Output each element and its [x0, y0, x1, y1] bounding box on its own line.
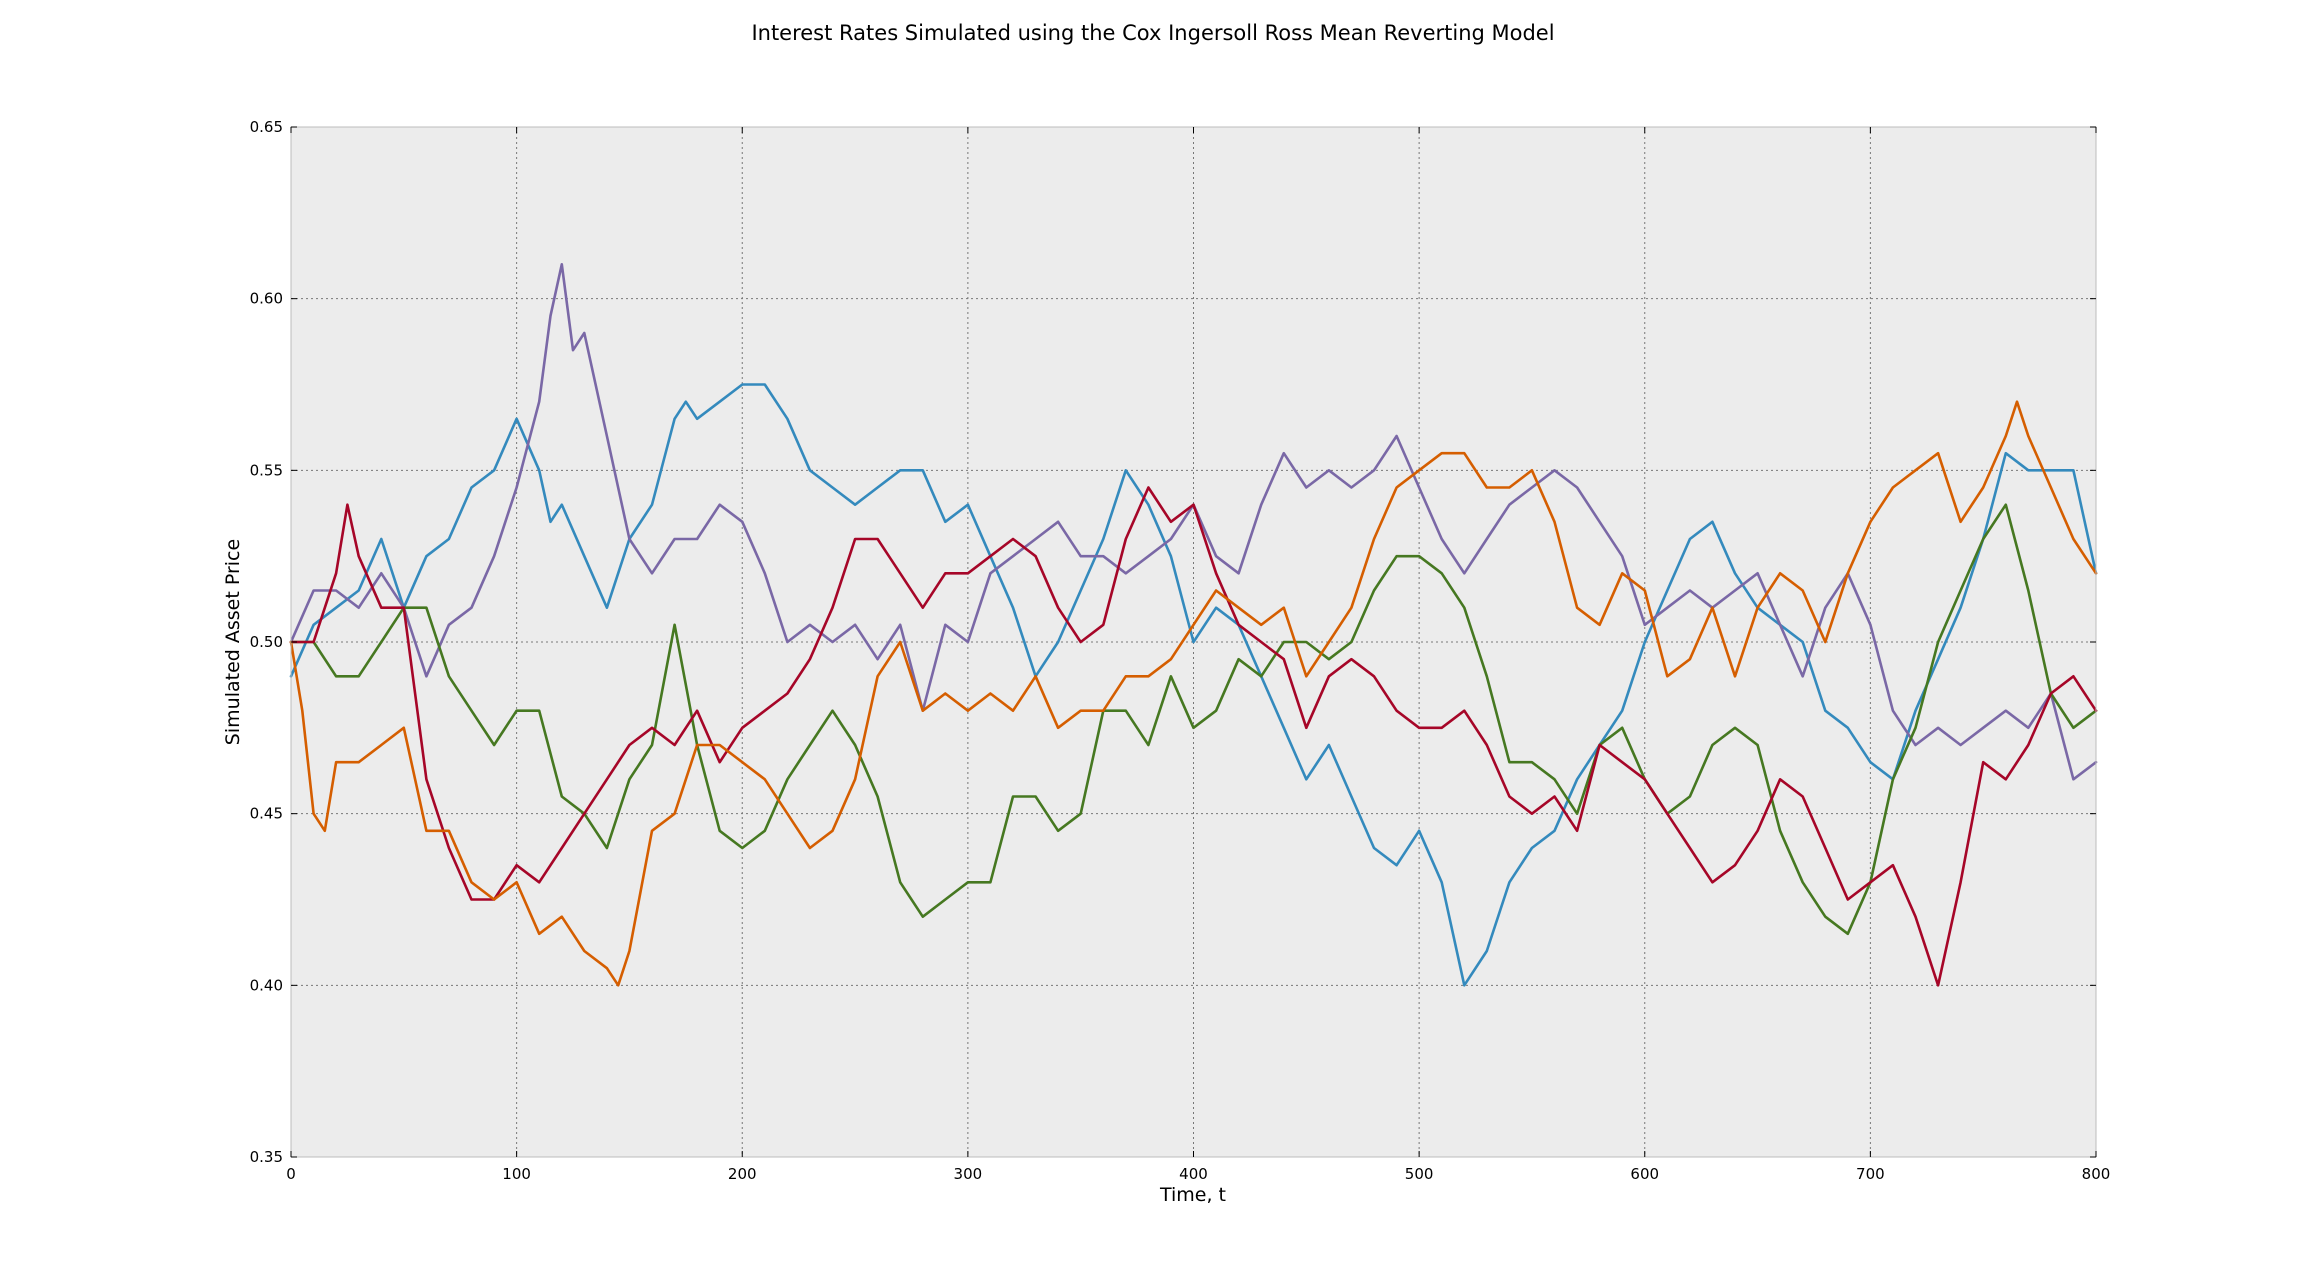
x-tick-label: 300 — [954, 1165, 983, 1183]
x-tick-label: 700 — [1856, 1165, 1885, 1183]
x-tick-label: 500 — [1405, 1165, 1434, 1183]
y-axis-title: Simulated Asset Price — [222, 539, 244, 745]
series-lines — [289, 262, 2098, 987]
y-tick-label: 0.45 — [250, 805, 283, 823]
x-tick-label: 200 — [728, 1165, 757, 1183]
x-tick-label: 0 — [286, 1165, 296, 1183]
y-tick-label: 0.65 — [250, 118, 283, 136]
y-tick-label: 0.50 — [250, 633, 283, 651]
y-tick-label: 0.60 — [250, 290, 283, 308]
x-tick-label: 800 — [2082, 1165, 2111, 1183]
y-tick-label: 0.55 — [250, 461, 283, 479]
x-tick-label: 400 — [1179, 1165, 1208, 1183]
ticks: 0 100 200 300 400 500 600 700 800 0.35 0.40 0.45 0.5… — [250, 118, 2111, 1183]
y-tick-label: 0.35 — [250, 1148, 283, 1166]
x-axis-title: Time, t — [1159, 1184, 1226, 1206]
chart-title: Interest Rates Simulated using the Cox I… — [751, 21, 1554, 45]
series-line-1 — [289, 383, 2098, 987]
y-tick-label: 0.40 — [250, 976, 283, 994]
series-line-5 — [289, 400, 2098, 987]
series-line-4 — [289, 486, 2098, 987]
x-tick-label: 600 — [1630, 1165, 1659, 1183]
series-line-3 — [289, 503, 2098, 936]
series-line-2 — [289, 262, 2098, 781]
x-tick-label: 100 — [502, 1165, 531, 1183]
